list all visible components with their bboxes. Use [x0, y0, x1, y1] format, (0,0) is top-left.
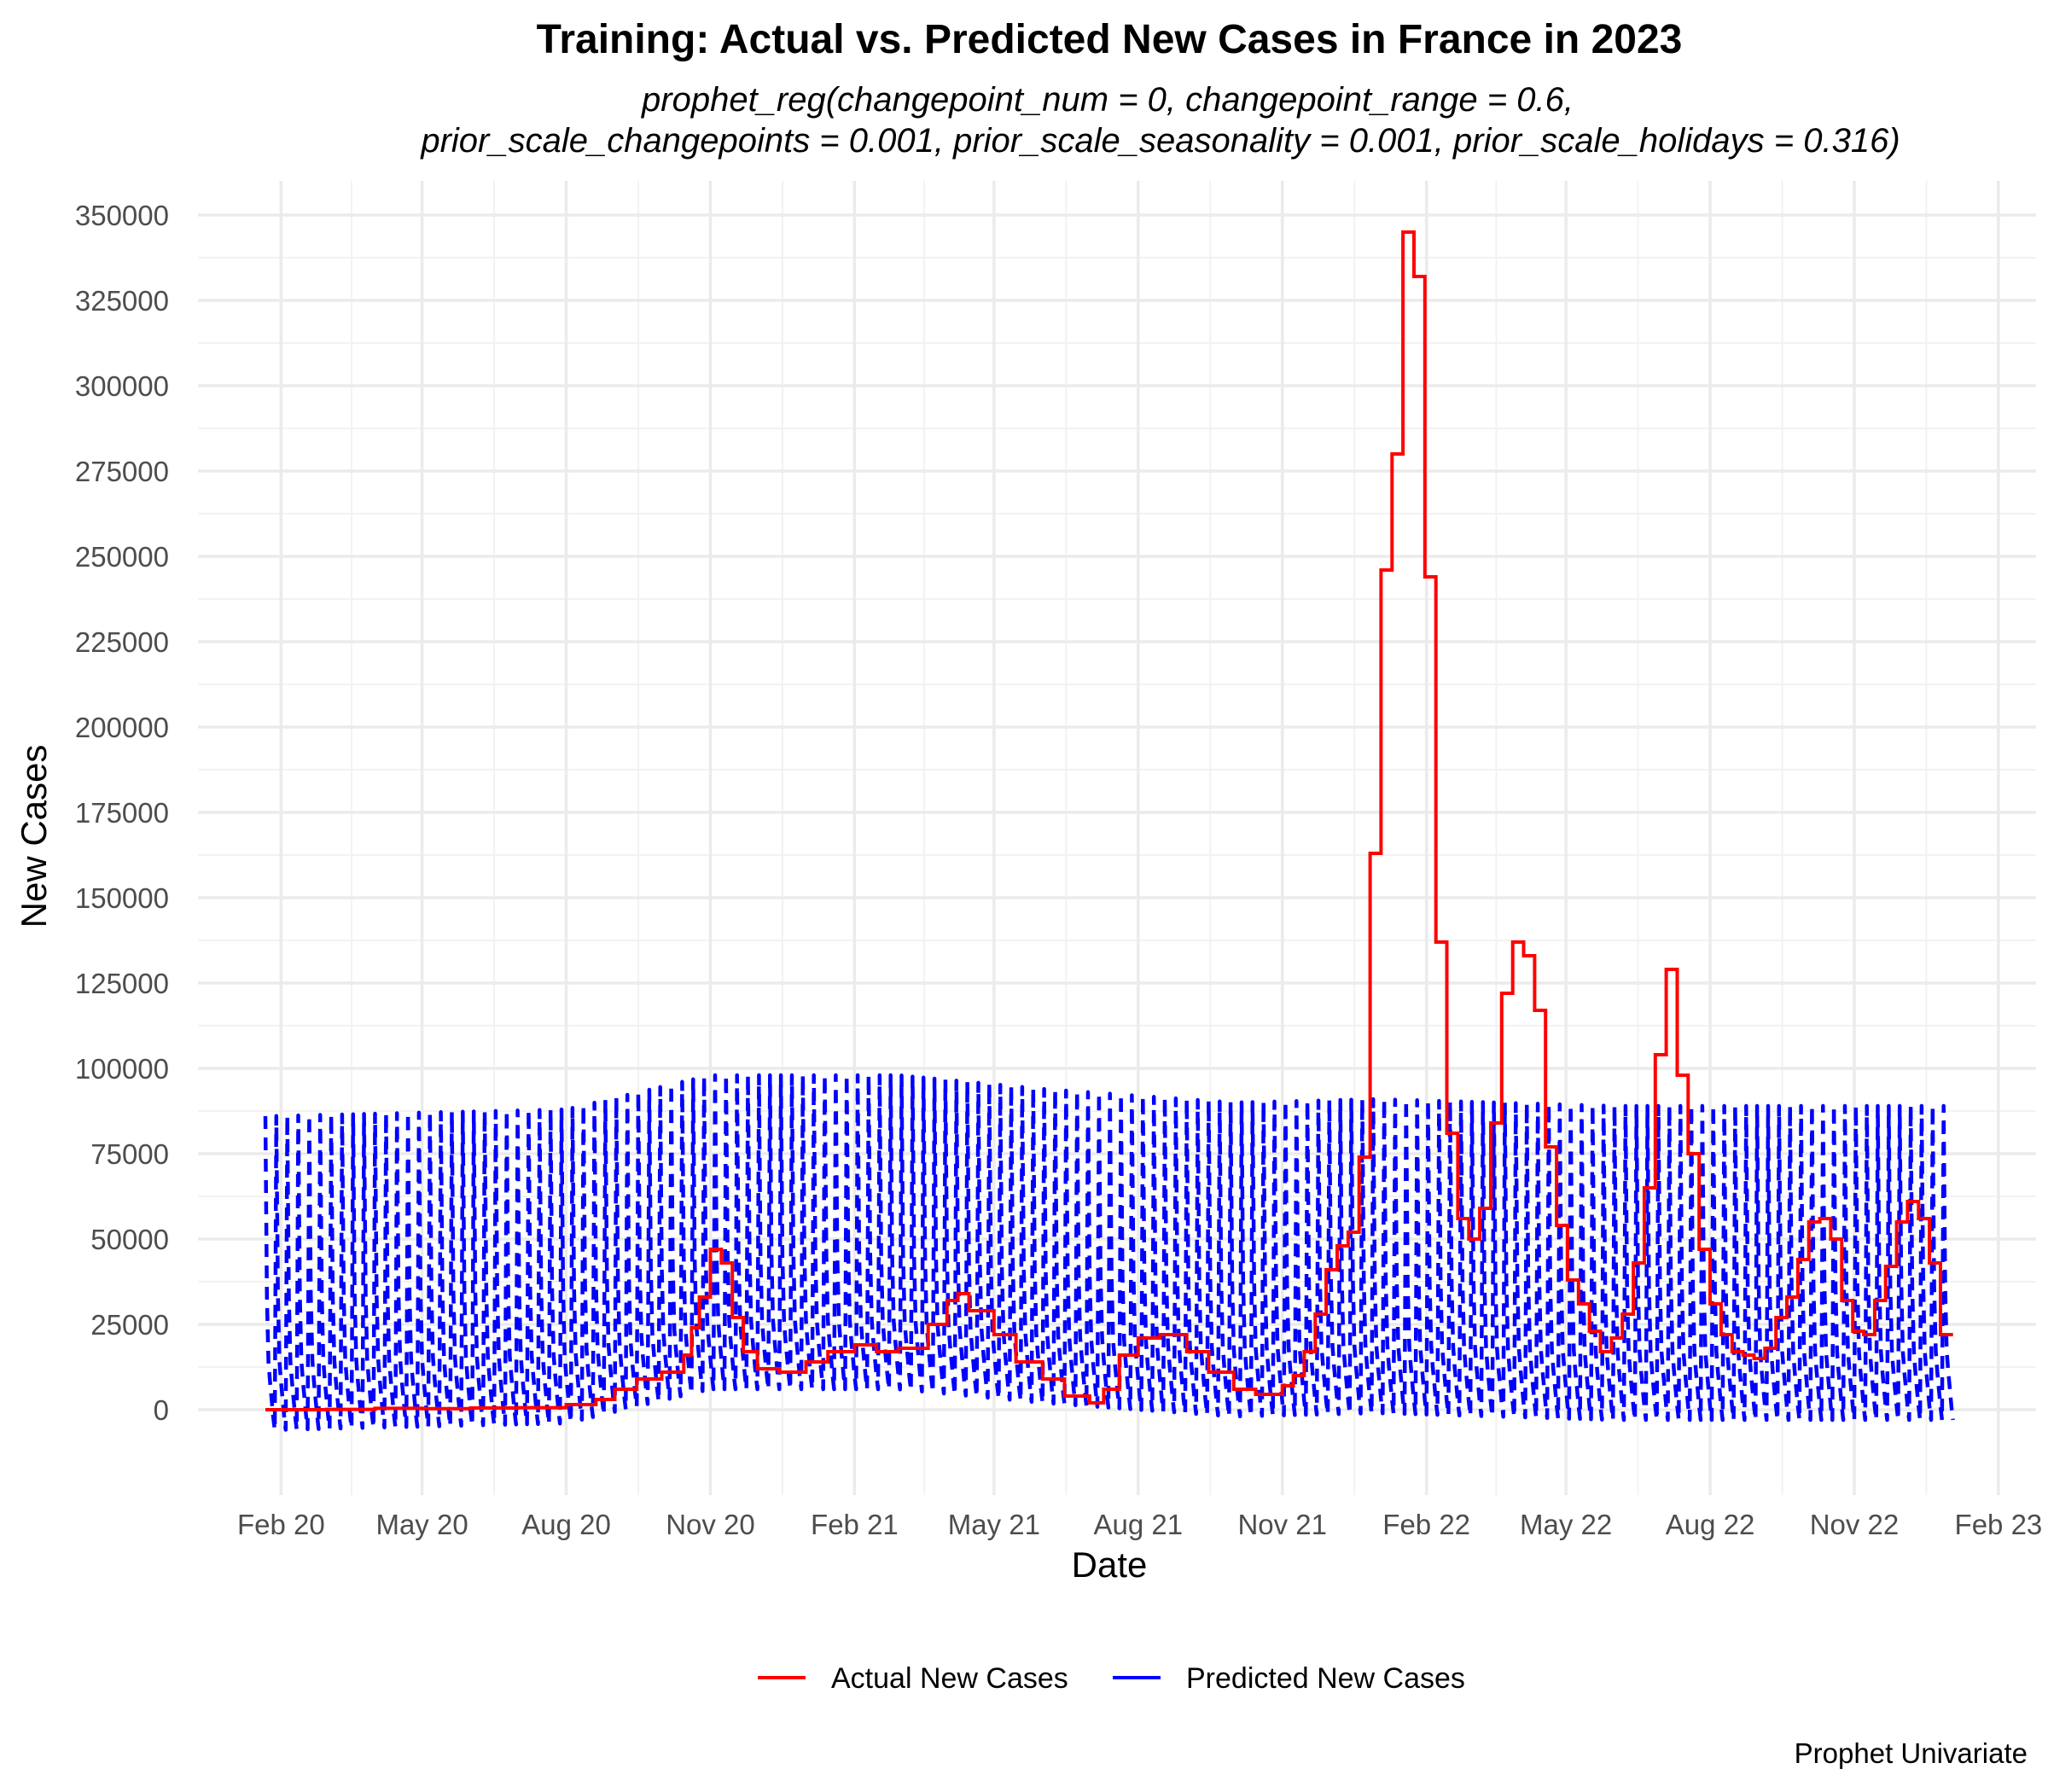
legend: Actual New Cases Predicted New Cases — [758, 1662, 1465, 1695]
chart-title: Training: Actual vs. Predicted New Cases… — [537, 17, 1683, 62]
x-tick-label: Feb 21 — [811, 1509, 899, 1540]
grid-lines — [198, 181, 2036, 1495]
x-tick-label: Nov 20 — [666, 1509, 755, 1540]
actual-series — [265, 230, 1953, 1411]
x-tick-label: May 21 — [948, 1509, 1040, 1540]
x-tick-label: Feb 22 — [1382, 1509, 1470, 1540]
y-tick-label: 225000 — [75, 626, 169, 658]
x-tick-label: May 22 — [1520, 1509, 1612, 1540]
y-axis-title: New Cases — [14, 745, 54, 928]
y-tick-label: 150000 — [75, 882, 169, 914]
y-tick-label: 275000 — [75, 456, 169, 487]
legend-label-actual: Actual New Cases — [831, 1662, 1068, 1695]
y-tick-label: 325000 — [75, 285, 169, 317]
y-tick-label: 100000 — [75, 1053, 169, 1085]
y-tick-label: 75000 — [90, 1138, 169, 1170]
x-axis-title: Date — [1072, 1545, 1148, 1585]
x-tick-label: Feb 23 — [1955, 1509, 2043, 1540]
y-tick-label: 25000 — [90, 1309, 169, 1341]
x-tick-label: Aug 22 — [1666, 1509, 1755, 1540]
x-tick-label: Aug 21 — [1093, 1509, 1183, 1540]
y-tick-label: 50000 — [90, 1224, 169, 1255]
y-tick-label: 350000 — [75, 200, 169, 231]
x-tick-label: Nov 22 — [1810, 1509, 1900, 1540]
legend-label-predicted: Predicted New Cases — [1186, 1662, 1465, 1695]
x-axis-ticks: Feb 20 May 20 Aug 20 Nov 20 Feb 21 May 21 Aug … — [237, 1509, 2042, 1540]
y-tick-label: 200000 — [75, 712, 169, 743]
chart-subtitle-line-2: prior_scale_changepoints = 0.001, prior_… — [420, 122, 1900, 160]
y-tick-label: 0 — [154, 1394, 169, 1426]
y-axis-ticks: 0 25000 50000 75000 100000 125000 150000 175000… — [75, 200, 169, 1426]
y-tick-label: 125000 — [75, 968, 169, 999]
chart-subtitle-line-1: prophet_reg(changepoint_num = 0, changep… — [641, 81, 1574, 119]
x-tick-label: Feb 20 — [237, 1509, 325, 1540]
predicted-new-cases-line — [263, 1073, 1955, 1433]
chart-caption: Prophet Univariate — [1795, 1737, 2028, 1769]
y-tick-label: 300000 — [75, 370, 169, 402]
y-tick-label: 175000 — [75, 797, 169, 829]
predicted-series — [263, 1073, 1955, 1433]
x-tick-label: May 20 — [375, 1509, 468, 1540]
x-tick-label: Aug 20 — [521, 1509, 611, 1540]
y-tick-label: 250000 — [75, 541, 169, 573]
actual-new-cases-line — [265, 230, 1953, 1411]
x-tick-label: Nov 21 — [1237, 1509, 1327, 1540]
